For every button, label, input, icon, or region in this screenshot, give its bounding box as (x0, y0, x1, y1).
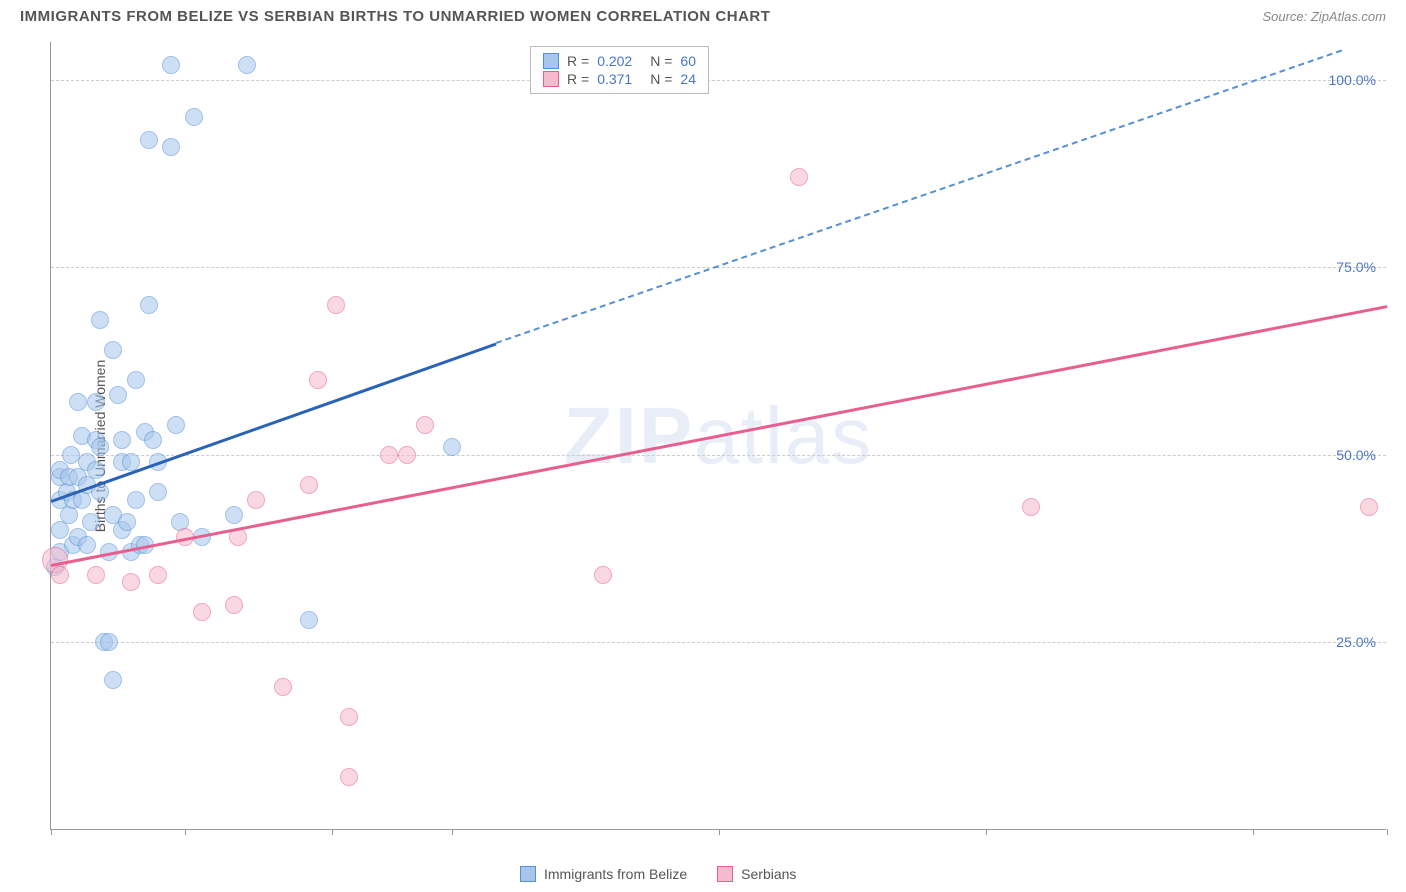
x-tick (986, 829, 987, 835)
legend-r-label: R = (567, 53, 589, 69)
scatter-point (274, 678, 292, 696)
legend-swatch (543, 71, 559, 87)
scatter-point (91, 438, 109, 456)
scatter-point (140, 296, 158, 314)
scatter-point (118, 513, 136, 531)
scatter-point (300, 476, 318, 494)
scatter-point (398, 446, 416, 464)
series-legend: Immigrants from Belize Serbians (520, 866, 796, 882)
x-tick (185, 829, 186, 835)
scatter-point (109, 386, 127, 404)
scatter-point (443, 438, 461, 456)
chart-title: IMMIGRANTS FROM BELIZE VS SERBIAN BIRTHS… (20, 8, 770, 25)
y-tick-label: 25.0% (1336, 634, 1376, 650)
scatter-point (82, 513, 100, 531)
scatter-point (790, 168, 808, 186)
legend-label: Immigrants from Belize (544, 866, 687, 882)
scatter-point (185, 108, 203, 126)
scatter-point (100, 633, 118, 651)
y-tick-label: 100.0% (1329, 72, 1376, 88)
legend-row: R = 0.371 N = 24 (543, 71, 696, 87)
gridline (51, 642, 1386, 643)
scatter-point (225, 506, 243, 524)
legend-swatch (717, 866, 733, 882)
legend-row: R = 0.202 N = 60 (543, 53, 696, 69)
chart-header: IMMIGRANTS FROM BELIZE VS SERBIAN BIRTHS… (0, 0, 1406, 29)
scatter-point (327, 296, 345, 314)
legend-swatch (520, 866, 536, 882)
scatter-point (193, 603, 211, 621)
x-tick (51, 829, 52, 835)
legend-swatch (543, 53, 559, 69)
scatter-chart: ZIPatlas 25.0%50.0%75.0%100.0% (50, 42, 1386, 830)
correlation-legend: R = 0.202 N = 60 R = 0.371 N = 24 (530, 46, 709, 94)
scatter-point (104, 341, 122, 359)
scatter-point (416, 416, 434, 434)
scatter-point (78, 536, 96, 554)
chart-source: Source: ZipAtlas.com (1262, 9, 1386, 24)
x-tick (1253, 829, 1254, 835)
legend-n-value: 24 (680, 71, 696, 87)
gridline (51, 267, 1386, 268)
legend-item: Serbians (717, 866, 796, 882)
x-tick (719, 829, 720, 835)
legend-n-value: 60 (680, 53, 696, 69)
x-tick (452, 829, 453, 835)
scatter-point (380, 446, 398, 464)
scatter-point (127, 371, 145, 389)
scatter-point (127, 491, 145, 509)
legend-r-label: R = (567, 71, 589, 87)
scatter-point (340, 768, 358, 786)
scatter-point (69, 393, 87, 411)
scatter-point (167, 416, 185, 434)
scatter-point (104, 671, 122, 689)
scatter-point (300, 611, 318, 629)
legend-n-label: N = (650, 71, 672, 87)
scatter-point (51, 566, 69, 584)
legend-r-value: 0.371 (597, 71, 632, 87)
scatter-point (225, 596, 243, 614)
scatter-point (149, 566, 167, 584)
gridline (51, 80, 1386, 81)
scatter-point (91, 311, 109, 329)
scatter-point (140, 131, 158, 149)
scatter-point (1022, 498, 1040, 516)
x-tick (1387, 829, 1388, 835)
scatter-point (594, 566, 612, 584)
legend-label: Serbians (741, 866, 796, 882)
scatter-point (309, 371, 327, 389)
x-tick (332, 829, 333, 835)
scatter-point (1360, 498, 1378, 516)
legend-item: Immigrants from Belize (520, 866, 687, 882)
scatter-point (87, 461, 105, 479)
scatter-point (149, 483, 167, 501)
scatter-point (144, 431, 162, 449)
legend-n-label: N = (650, 53, 672, 69)
scatter-point (247, 491, 265, 509)
gridline (51, 455, 1386, 456)
trend-line (51, 305, 1387, 566)
scatter-point (238, 56, 256, 74)
scatter-point (340, 708, 358, 726)
scatter-point (162, 138, 180, 156)
scatter-point (122, 573, 140, 591)
scatter-point (87, 566, 105, 584)
scatter-point (113, 431, 131, 449)
scatter-point (162, 56, 180, 74)
scatter-point (87, 393, 105, 411)
legend-r-value: 0.202 (597, 53, 632, 69)
y-tick-label: 50.0% (1336, 447, 1376, 463)
y-tick-label: 75.0% (1336, 259, 1376, 275)
